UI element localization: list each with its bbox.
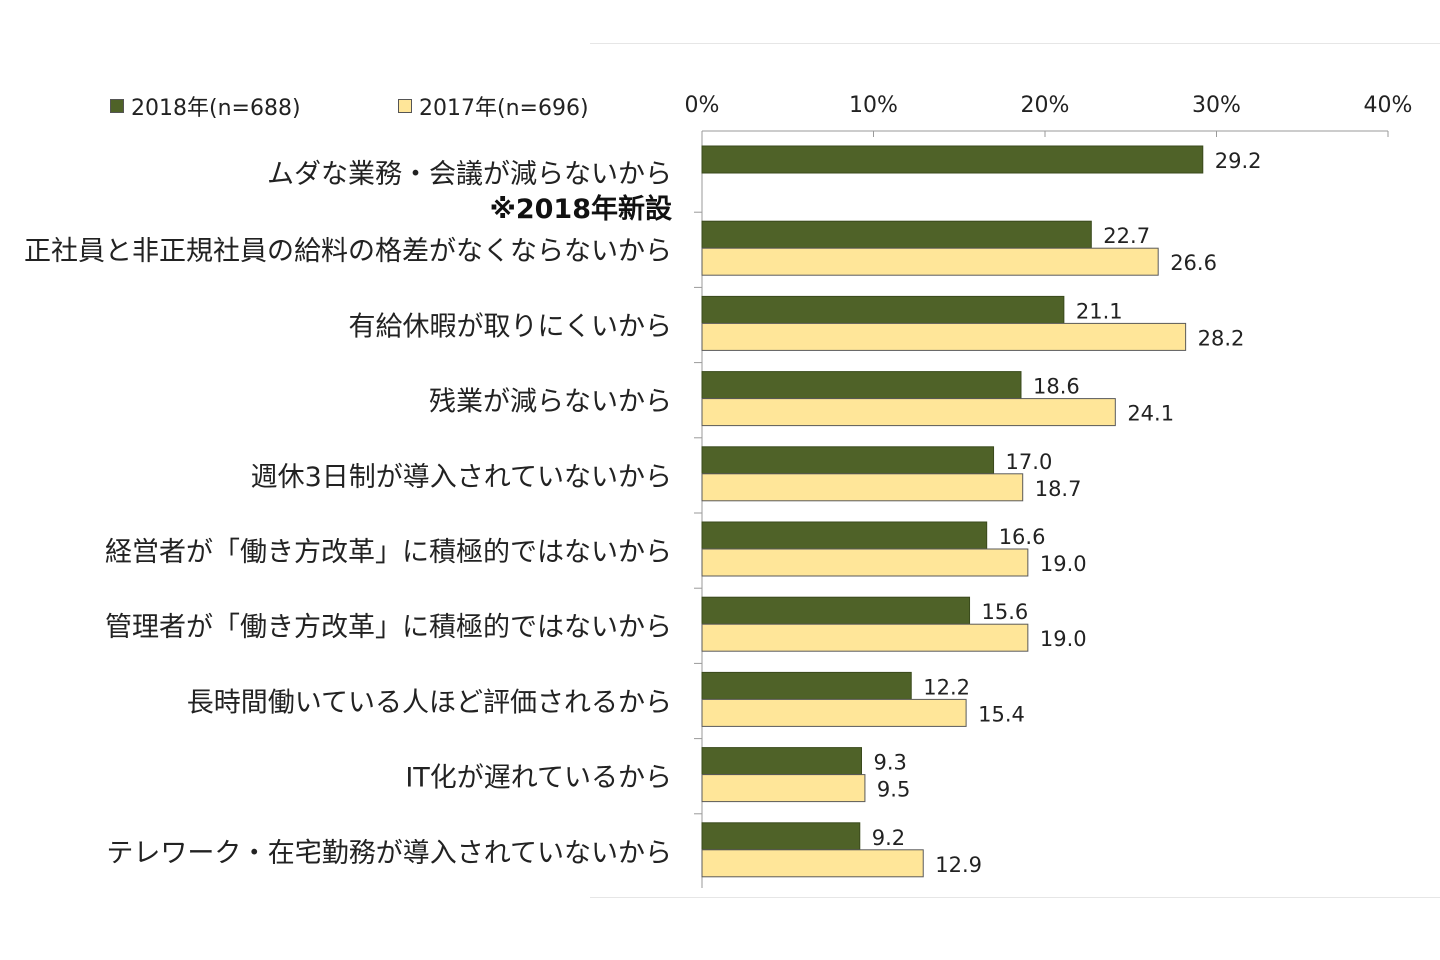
bar-2017 — [701, 849, 924, 878]
bar-2017 — [701, 473, 1024, 502]
value-label-2017: 15.4 — [978, 702, 1025, 726]
x-tick-label: 30% — [1192, 93, 1241, 118]
legend-swatch-2017 — [398, 99, 412, 113]
bar-2018 — [701, 596, 971, 625]
value-label-2017: 26.6 — [1170, 251, 1217, 275]
bar-2017 — [701, 623, 1029, 652]
bar-2017 — [701, 548, 1029, 577]
category-label: テレワーク・在宅勤務が導入されていないから — [106, 838, 672, 869]
legend-swatch-2018 — [110, 99, 124, 113]
category-label: 有給休暇が取りにくいから — [349, 311, 672, 342]
bar-2018 — [701, 521, 988, 550]
bar-2017 — [701, 322, 1187, 351]
category-note: ※2018年新設 — [490, 193, 673, 225]
bar-2017 — [701, 774, 866, 803]
value-label-2018: 16.6 — [999, 525, 1046, 549]
legend-item-2018: 2018年(n=688) — [110, 90, 301, 122]
value-label-2018: 22.7 — [1103, 224, 1150, 248]
value-label-2017: 19.0 — [1040, 552, 1087, 576]
value-label-2018: 9.3 — [873, 751, 906, 775]
value-label-2017: 9.5 — [877, 778, 910, 802]
bar-2018 — [701, 747, 862, 776]
value-label-2018: 15.6 — [982, 600, 1029, 624]
category-label: 残業が減らないから — [429, 387, 672, 418]
value-label-2018: 9.2 — [872, 826, 905, 850]
category-label: 管理者が「働き方改革」に積極的ではないから — [105, 612, 672, 643]
value-label-2018: 18.6 — [1033, 375, 1080, 399]
bar-2018 — [701, 220, 1092, 249]
top-rule — [590, 43, 1440, 44]
value-label-2018: 17.0 — [1006, 450, 1053, 474]
bar-2017 — [701, 398, 1116, 427]
bar-2018 — [701, 295, 1065, 324]
value-label-2017: 18.7 — [1035, 477, 1082, 501]
value-label-2017: 12.9 — [935, 853, 982, 877]
category-label: 正社員と非正規社員の給料の格差がなくならないから — [24, 236, 672, 267]
x-tick-label: 40% — [1364, 93, 1413, 118]
x-tick-label: 20% — [1021, 93, 1070, 118]
category-label: 経営者が「働き方改革」に積極的ではないから — [105, 537, 672, 568]
value-label-2017: 19.0 — [1040, 627, 1087, 651]
value-label-2017: 24.1 — [1127, 402, 1174, 426]
category-label: ムダな業務・会議が減らないから — [267, 159, 672, 190]
category-label: IT化が遅れているから — [405, 763, 672, 794]
bar-2018 — [701, 671, 912, 700]
bar-2018 — [701, 371, 1022, 400]
bar-2017 — [701, 698, 967, 727]
category-label: 週休3日制が導入されていないから — [251, 462, 672, 493]
bar-2018 — [701, 822, 861, 851]
x-tick-label: 0% — [685, 93, 720, 118]
bar-2017 — [701, 247, 1159, 276]
legend-item-2017: 2017年(n=696) — [398, 90, 589, 122]
bottom-rule — [590, 897, 1440, 898]
value-label-2017: 28.2 — [1198, 326, 1245, 350]
bar-2018 — [701, 145, 1204, 174]
legend-label-2018: 2018年(n=688) — [131, 96, 301, 121]
bar-2018 — [701, 446, 995, 475]
value-label-2018: 29.2 — [1215, 149, 1262, 173]
x-tick-label: 10% — [849, 93, 898, 118]
category-label: 長時間働いている人ほど評価されるから — [187, 687, 672, 718]
value-label-2018: 12.2 — [923, 675, 970, 699]
value-label-2018: 21.1 — [1076, 299, 1123, 323]
legend-label-2017: 2017年(n=696) — [419, 96, 589, 121]
